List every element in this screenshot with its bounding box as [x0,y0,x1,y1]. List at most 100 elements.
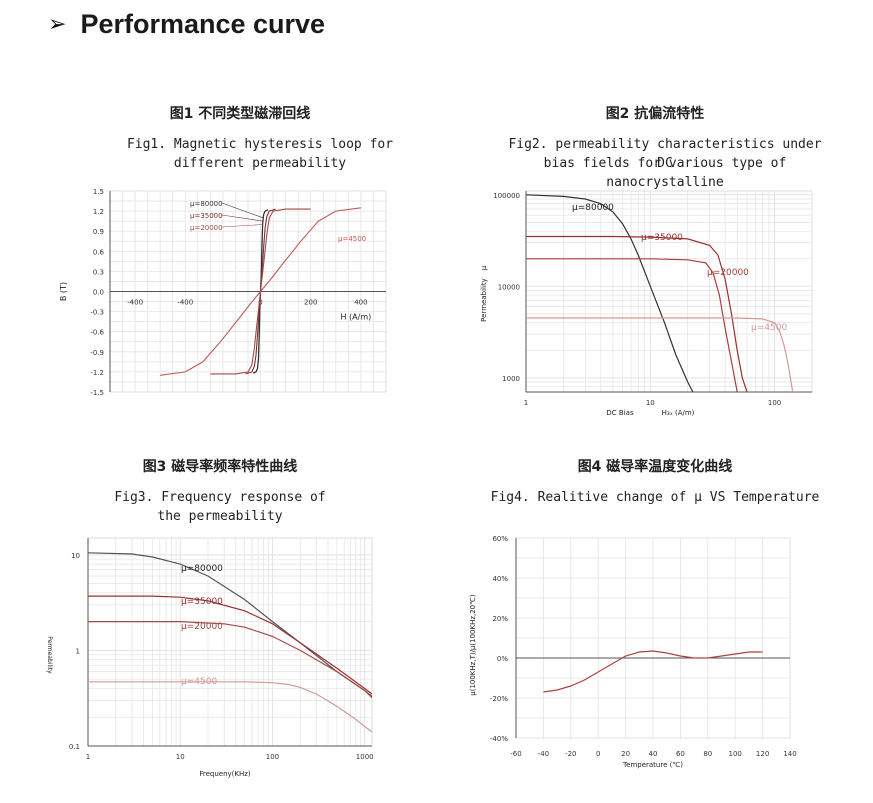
fig3-series-line [88,595,373,695]
fig1-legend-label: μ=20000 [190,224,223,232]
fig1-y-tick-label: -1.5 [90,389,104,397]
fig3-y-axis-label: Permeability [46,636,53,674]
fig2-series-label: μ=20000 [707,268,749,278]
fig1-label-4500: μ=4500 [338,235,366,243]
fig4-x-tick-label: -40 [538,750,549,758]
fig2-y-tick-label: 1000 [502,375,520,383]
fig4-x-tick-label: 100 [729,750,742,758]
fig3-plot: 10 1 0.1 1 10 100 1000 Frequeny(KHz) Permeabilit… [46,537,374,778]
fig1-legend-leader [221,202,264,219]
fig3-x-tick-label: 10 [176,753,185,761]
section-title: Performance curve [80,8,326,39]
fig4-y-tick-label: 20% [492,615,508,623]
fig2-y-axis-label: Permeability [480,278,488,322]
fig4-series-line [543,650,763,693]
fig1-x-tick-label: 400 [354,299,367,307]
fig2-series-line [525,194,694,393]
fig4-x-tick-label: -20 [565,750,576,758]
fig1-legend-label: μ=80000 [190,200,223,208]
fig1-legend-leader [221,214,264,222]
fig3-x-tick-label: 100 [266,753,279,761]
section-header: ➢ Performance curve [48,6,325,42]
fig1-title-en-line2: different permeability [173,156,347,171]
fig2-x-tick-label: 10 [646,399,655,407]
fig1-x-tick-label: 200 [304,299,317,307]
fig4-title-cn: 图4 磁导率温度变化曲线 [577,459,733,475]
fig2-x-tick-label: 100 [768,399,781,407]
fig4-y-tick-label: 0% [497,655,508,663]
fig4-x-tick-label: 80 [703,750,712,758]
fig3-x-axis-label: Frequeny(KHz) [199,770,251,778]
fig2-y-tick-label: 100000 [493,192,520,200]
fig1-title-en-line1: Fig1. Magnetic hysteresis loop for [126,137,394,152]
fig2-y-tick-label: 10000 [498,283,520,291]
fig4-y-tick-label: -40% [490,735,508,743]
fig1-title-cn: 图1 不同类型磁滞回线 [169,106,311,122]
fig2-x-axis-label-2: H₃ₓ (A/m) [662,409,695,417]
fig3-x-tick-label: 1000 [356,753,374,761]
fig2-title-en-line1: Fig2. permeability characteristics under… [508,137,822,171]
fig4-y-tick-label: 60% [492,535,508,543]
fig4-y-tick-label: 40% [492,575,508,583]
fig1-y-tick-label: -0.9 [90,349,104,357]
fig1-y-tick-label: -0.3 [90,309,104,317]
fig1-y-tick-label: 0.9 [93,228,104,236]
fig3-series-label: μ=4500 [181,677,217,687]
fig4-x-tick-label: 120 [756,750,769,758]
fig1-y-tick-label: -0.6 [90,329,104,337]
fig1-legend-label: μ=35000 [190,212,223,220]
fig4-x-tick-label: 0 [596,750,600,758]
fig3-series-line [88,681,373,733]
fig1-y-tick-label: 1.2 [93,208,104,216]
fig3-x-tick-label: 1 [86,753,90,761]
fig1-x-axis-label: H (A/m) [341,313,372,322]
fig2-series-label: μ=4500 [751,323,787,333]
fig4-x-tick-label: 60 [676,750,685,758]
fig4-title-en: Fig4. Realitive change of μ VS Temperatu… [490,490,820,505]
fig1-legend-leader [221,224,264,228]
fig4-x-tick-label: 20 [621,750,630,758]
fig2-title-cn: 图2 抗偏流特性 [605,106,705,122]
fig3-title-en-line2: the permeability [157,509,283,524]
fig1-y-axis-label: B (T) [59,282,68,301]
fig2-y-axis-mu: μ [480,265,488,270]
fig2-x-axis-label-1: DC Bias [606,409,634,417]
fig1-plot: 1.5 1.2 0.9 0.6 0.3 0.0 -0.3 -0.6 -0.9 -1.2 -1.5 -4… [59,188,387,397]
fig2-plot: 100000 10000 1000 1 10 100 DC Bias H₃ₓ (A/m) Per… [480,190,813,417]
fig2-series-line [526,235,748,393]
fig3-series-label: μ=35000 [181,597,223,607]
fig2-dc-bias-chart: 图2 抗偏流特性 Fig2. permeability characterist… [480,106,822,417]
fig3-series-label: μ=20000 [181,622,223,632]
fig2-title-en-line2: bias fields for various type of nanocrys… [543,156,787,190]
fig3-y-tick-label: 0.1 [69,743,80,751]
fig2-plot-area [525,190,813,393]
fig1-y-tick-label: 1.5 [93,188,104,196]
fig1-y-tick-label: -1.2 [90,369,104,377]
fig3-y-tick-label: 1 [76,647,80,655]
fig1-hysteresis-chart: 图1 不同类型磁滞回线 Fig1. Magnetic hysteresis lo… [0,0,440,410]
fig4-y-tick-label: -20% [490,695,508,703]
fig1-y-tick-label: 0.6 [93,248,105,256]
fig1-y-tick-label: 0.0 [93,289,104,297]
fig4-y-axis-label: μ(100KHz,T)/μ(100KHz,20℃) [469,594,477,696]
fig3-y-tick-label: 10 [71,552,80,560]
fig4-x-axis-label: Temperature (℃) [622,761,683,769]
fig3-frequency-chart: 图3 磁导率频率特性曲线 Fig3. Frequency response of… [46,459,374,778]
fig2-series-line [526,317,794,393]
fig1-x-tick-label: -400 [127,299,143,307]
fig3-series-label: μ=80000 [181,564,223,574]
fig4-x-tick-label: 40 [649,750,658,758]
fig3-series-line [88,621,373,699]
fig2-x-tick-label: 1 [524,399,528,407]
fig1-y-tick-label: 0.3 [93,268,104,276]
fig3-title-en-line1: Fig3. Frequency response of [114,490,326,505]
fig1-series-line [160,207,361,376]
fig3-title-cn: 图3 磁导率频率特性曲线 [142,459,298,475]
fig4-x-tick-label: -60 [510,750,521,758]
fig1-x-tick-label: -400 [177,299,193,307]
fig2-series-label: μ=35000 [641,233,683,243]
fig2-series-label: μ=80000 [572,203,614,213]
fig4-x-tick-label: 140 [783,750,796,758]
